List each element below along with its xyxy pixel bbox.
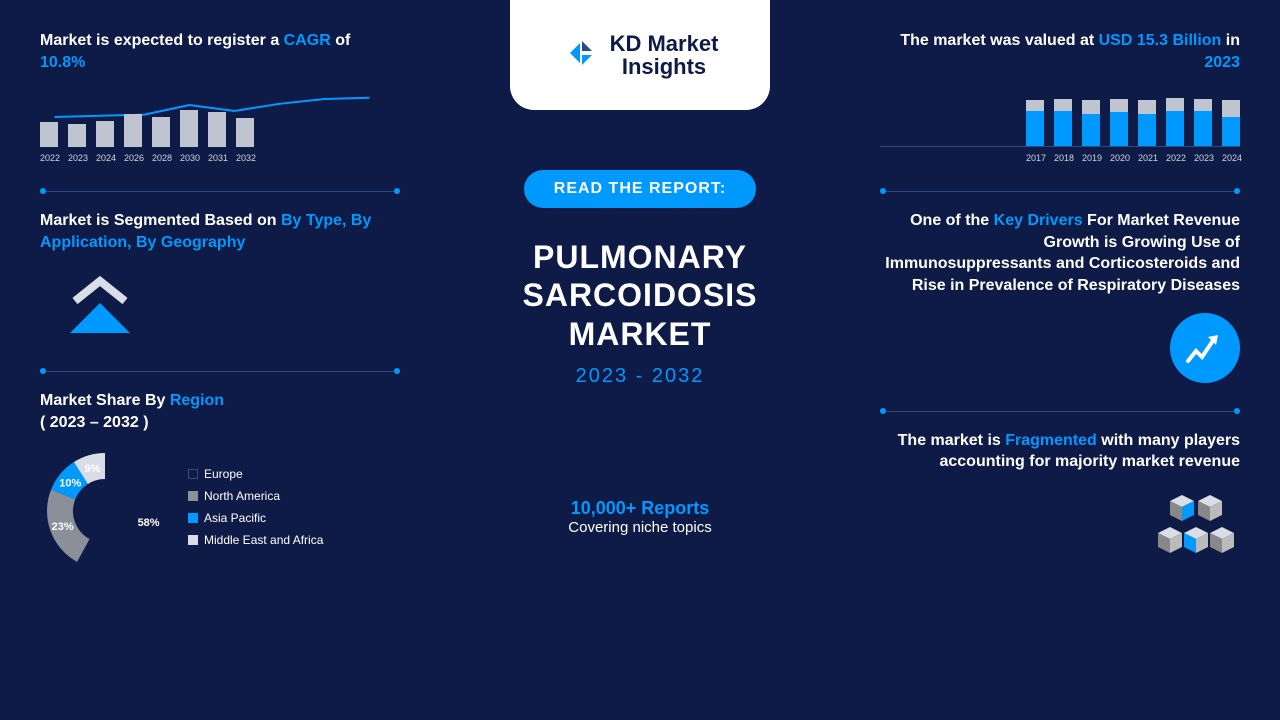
brand-logo-icon	[562, 33, 602, 78]
right-column: The market was valued at USD 15.3 Billio…	[880, 30, 1240, 600]
logo-card: KD Market Insights	[510, 0, 770, 110]
center-column: KD Market Insights READ THE REPORT: PULM…	[460, 0, 820, 536]
region-pre: Market Share By	[40, 392, 170, 409]
fragmented-block: The market is Fragmented with many playe…	[880, 430, 1240, 572]
brand-name: KD Market Insights	[610, 32, 719, 78]
valued-block: The market was valued at USD 15.3 Billio…	[880, 30, 1240, 163]
valued-stacked-bar-chart	[880, 87, 1240, 147]
region-highlight: Region	[170, 392, 224, 409]
left-column: Market is expected to register a CAGR of…	[40, 30, 400, 604]
title-line2: SARCOIDOSIS	[460, 276, 820, 314]
valued-year: 2023	[1204, 54, 1240, 71]
region-title: Market Share By Region	[40, 390, 400, 412]
svg-text:58%: 58%	[138, 517, 160, 529]
divider	[40, 371, 400, 372]
valued-value: USD 15.3 Billion	[1099, 32, 1222, 49]
cagr-pre: Market is expected to register a	[40, 32, 284, 49]
svg-text:9%: 9%	[84, 462, 100, 474]
svg-text:10%: 10%	[59, 477, 81, 489]
region-legend: EuropeNorth AmericaAsia PacificMiddle Ea…	[188, 467, 323, 555]
divider	[40, 191, 400, 192]
title-line3: MARKET	[460, 315, 820, 353]
segment-block: Market is Segmented Based on By Type, By…	[40, 210, 400, 343]
region-donut-wrap: 58% 23% 10%9% EuropeNorth AmericaAsia Paci…	[40, 446, 400, 576]
segment-text: Market is Segmented Based on By Type, By…	[40, 210, 400, 253]
svg-text:23%: 23%	[52, 521, 74, 533]
drivers-block: One of the Key Drivers For Market Revenu…	[880, 210, 1240, 382]
cagr-text: Market is expected to register a CAGR of…	[40, 30, 400, 73]
valued-pre: The market was valued at	[900, 32, 1098, 49]
divider	[880, 411, 1240, 412]
cubes-icon	[1150, 487, 1240, 572]
fragmented-text: The market is Fragmented with many playe…	[880, 430, 1240, 473]
divider	[880, 191, 1240, 192]
valued-in: in	[1221, 32, 1240, 49]
double-chevron-up-icon	[60, 273, 140, 343]
year-range: 2023 - 2032	[460, 365, 820, 388]
brand-line2: Insights	[610, 55, 719, 78]
region-donut-chart: 58% 23% 10%9%	[40, 446, 170, 576]
main-title: PULMONARY SARCOIDOSIS MARKET	[460, 238, 820, 353]
reports-subtitle: Covering niche topics	[460, 519, 820, 536]
region-range: ( 2023 – 2032 )	[40, 412, 400, 434]
frag-pre: The market is	[898, 432, 1006, 449]
drivers-highlight: Key Drivers	[994, 212, 1083, 229]
cagr-block: Market is expected to register a CAGR of…	[40, 30, 400, 163]
reports-count: 10,000+ Reports	[460, 498, 820, 519]
cagr-bar-line-chart	[40, 87, 400, 147]
cagr-value: 10.8%	[40, 54, 85, 71]
cagr-of: of	[331, 32, 351, 49]
drivers-pre: One of the	[910, 212, 994, 229]
growth-arrow-icon	[1170, 313, 1240, 383]
title-line1: PULMONARY	[460, 238, 820, 276]
read-report-button[interactable]: READ THE REPORT:	[524, 170, 756, 208]
frag-highlight: Fragmented	[1005, 432, 1097, 449]
brand-line1: KD Market	[610, 32, 719, 55]
drivers-text: One of the Key Drivers For Market Revenu…	[880, 210, 1240, 296]
valued-text: The market was valued at USD 15.3 Billio…	[880, 30, 1240, 73]
cagr-year-labels: 20222023202420262028203020312032	[40, 153, 400, 163]
valued-year-labels: 20172018201920202021202220232024	[880, 153, 1240, 163]
region-block: Market Share By Region ( 2023 – 2032 ) 5…	[40, 390, 400, 575]
segment-pre: Market is Segmented Based on	[40, 212, 281, 229]
cagr-label: CAGR	[284, 32, 331, 49]
